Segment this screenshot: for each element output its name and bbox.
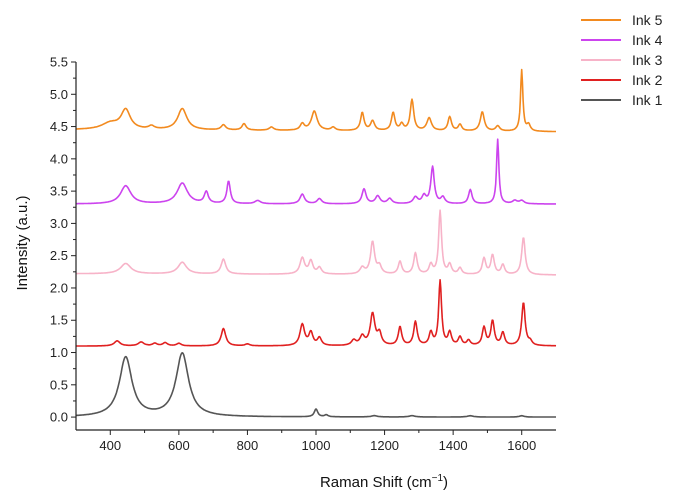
y-tick-label: 2.5 [50, 248, 68, 263]
legend-label: Ink 5 [632, 12, 663, 28]
y-tick-label: 0.5 [50, 377, 68, 392]
x-tick-label: 1200 [370, 438, 399, 453]
y-tick-label: 1.0 [50, 345, 68, 360]
x-tick-label: 400 [99, 438, 121, 453]
series-line-ink-1 [75, 352, 557, 418]
y-tick-label: 5.0 [50, 87, 68, 102]
legend-label: Ink 4 [632, 32, 663, 48]
y-tick-label: 1.5 [50, 313, 68, 328]
y-tick-label: 4.5 [50, 119, 68, 134]
x-axis-title-close: ) [443, 474, 448, 491]
series-line-ink-5 [75, 68, 557, 133]
y-axis-title: Intensity (a.u.) [14, 195, 31, 290]
legend: Ink 5 Ink 4 Ink 3 Ink 2 Ink 1 [581, 12, 663, 108]
x-axis-title-main: Raman Shift (cm [320, 474, 432, 491]
x-tick-label: 600 [168, 438, 190, 453]
x-axis-title: Raman Shift (cm−1) [320, 473, 448, 491]
series-layer [75, 68, 557, 418]
x-tick-label: 1000 [302, 438, 331, 453]
y-tick-label: 3.0 [50, 216, 68, 231]
series-line-ink-4 [75, 138, 557, 205]
y-tick-label: 5.5 [50, 55, 68, 70]
y-tick-label: 4.0 [50, 151, 68, 166]
legend-label: Ink 1 [632, 92, 663, 108]
x-axis-title-superscript: −1 [432, 473, 444, 484]
series-line-ink-3 [75, 209, 557, 276]
x-tick-label: 800 [237, 438, 259, 453]
legend-label: Ink 2 [632, 72, 663, 88]
axis-layer: 400 600 800 1000 1200 1400 1600 0.0 0.5 1.0 1.5 2.0… [50, 55, 556, 453]
series-line-ink-2 [75, 279, 557, 347]
x-tick-label: 1600 [507, 438, 536, 453]
y-tick-label: 2.0 [50, 280, 68, 295]
legend-label: Ink 3 [632, 52, 663, 68]
y-tick-label: 3.5 [50, 184, 68, 199]
x-tick-label: 1400 [439, 438, 468, 453]
y-tick-label: 0.0 [50, 410, 68, 425]
